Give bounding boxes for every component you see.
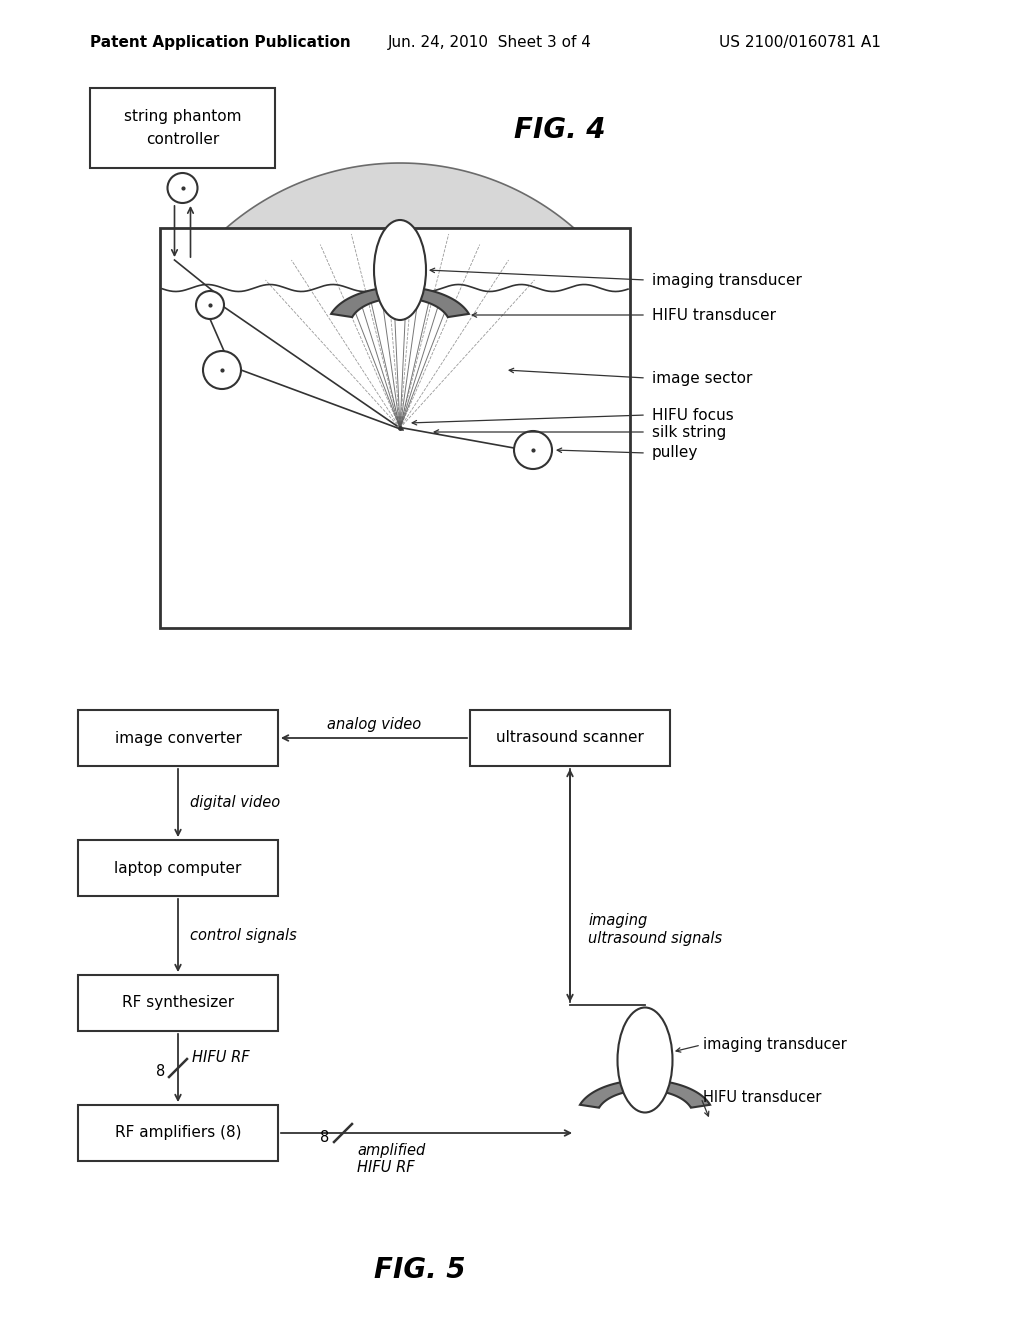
Text: control signals: control signals <box>190 928 297 942</box>
Text: image sector: image sector <box>652 371 753 385</box>
Ellipse shape <box>617 1007 673 1113</box>
FancyBboxPatch shape <box>78 710 278 766</box>
Text: Jun. 24, 2010  Sheet 3 of 4: Jun. 24, 2010 Sheet 3 of 4 <box>388 36 592 50</box>
Text: RF amplifiers (8): RF amplifiers (8) <box>115 1126 242 1140</box>
FancyBboxPatch shape <box>78 1105 278 1162</box>
Text: imaging: imaging <box>588 912 647 928</box>
FancyBboxPatch shape <box>90 88 275 168</box>
Text: HIFU transducer: HIFU transducer <box>703 1090 821 1106</box>
FancyBboxPatch shape <box>470 710 670 766</box>
FancyBboxPatch shape <box>78 840 278 896</box>
Text: amplified: amplified <box>357 1143 425 1159</box>
Polygon shape <box>331 286 469 317</box>
Text: controller: controller <box>145 132 219 148</box>
Text: imaging transducer: imaging transducer <box>652 272 802 288</box>
Text: Patent Application Publication: Patent Application Publication <box>90 36 350 50</box>
Text: pulley: pulley <box>652 446 698 461</box>
Text: string phantom: string phantom <box>124 108 242 124</box>
Text: HIFU transducer: HIFU transducer <box>652 308 776 322</box>
Text: US 2100/0160781 A1: US 2100/0160781 A1 <box>719 36 881 50</box>
Text: FIG. 4: FIG. 4 <box>514 116 606 144</box>
Text: laptop computer: laptop computer <box>115 861 242 875</box>
Text: digital video: digital video <box>190 796 281 810</box>
Polygon shape <box>203 162 597 428</box>
Text: silk string: silk string <box>652 425 726 440</box>
Text: 8: 8 <box>156 1064 165 1080</box>
Text: HIFU focus: HIFU focus <box>652 408 734 422</box>
FancyBboxPatch shape <box>78 975 278 1031</box>
Text: ultrasound scanner: ultrasound scanner <box>496 730 644 746</box>
Text: HIFU RF: HIFU RF <box>357 1159 415 1175</box>
Text: analog video: analog video <box>327 717 421 731</box>
Text: HIFU RF: HIFU RF <box>193 1051 250 1065</box>
Text: image converter: image converter <box>115 730 242 746</box>
Text: 8: 8 <box>319 1130 329 1144</box>
Text: imaging transducer: imaging transducer <box>703 1038 847 1052</box>
Text: FIG. 5: FIG. 5 <box>374 1257 466 1284</box>
Text: ultrasound signals: ultrasound signals <box>588 931 722 945</box>
Ellipse shape <box>374 220 426 319</box>
Text: RF synthesizer: RF synthesizer <box>122 995 234 1011</box>
FancyBboxPatch shape <box>160 228 630 628</box>
Polygon shape <box>580 1080 710 1107</box>
